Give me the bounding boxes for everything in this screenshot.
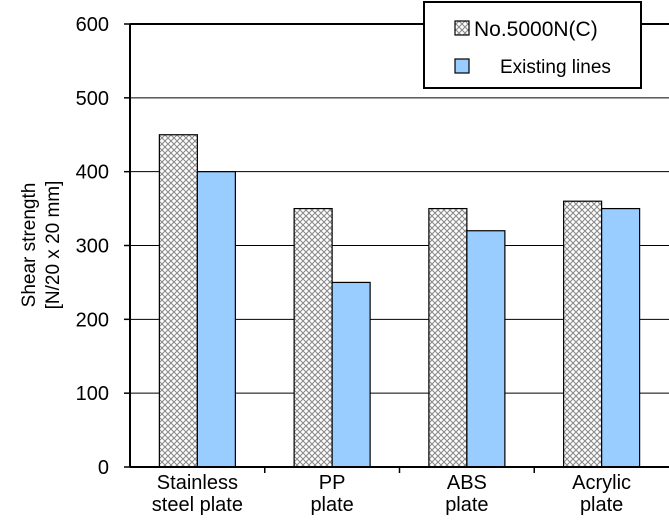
bar-no5000nc <box>563 200 603 468</box>
y-tick-label: 500 <box>76 88 109 110</box>
x-tick-label: Acrylic plate <box>572 472 631 516</box>
y-tick-label: 200 <box>76 309 109 331</box>
x-tick-label: Stainless steel plate <box>152 472 243 516</box>
y-tick-label: 400 <box>76 162 109 184</box>
bar-existing-lines <box>466 230 506 468</box>
bar-existing-lines <box>331 281 371 468</box>
y-axis-label: Shear strength [N/20 x 20 mm] <box>19 181 64 310</box>
legend-box <box>423 1 642 89</box>
legend-label: Existing lines <box>500 57 611 78</box>
x-tick-label: ABS plate <box>445 472 488 516</box>
bar-no5000nc <box>428 207 468 468</box>
bar-no5000nc <box>158 134 198 468</box>
y-tick-label: 100 <box>76 383 109 405</box>
x-tick-label: PP plate <box>310 472 353 516</box>
legend-swatch-no5000nc <box>454 20 470 36</box>
y-tick-label: 600 <box>76 14 109 36</box>
legend-swatch-existing-lines <box>454 58 470 74</box>
x-tick-labels: Stainless steel plate PP plate ABS plate Acryl… <box>152 472 631 516</box>
bar-existing-lines <box>196 171 236 468</box>
y-axis-title: Shear strength [N/20 x 20 mm] <box>19 181 64 310</box>
bars <box>158 134 641 468</box>
bar-existing-lines <box>601 207 641 468</box>
y-tick-label: 300 <box>76 236 109 258</box>
legend: No.5000N(C) Existing lines <box>423 1 642 89</box>
y-tick-label: 0 <box>98 457 109 479</box>
legend-label: No.5000N(C) <box>474 18 598 41</box>
y-tick-labels: 0 100 200 300 400 500 600 <box>76 14 109 479</box>
bar-no5000nc <box>293 207 333 468</box>
